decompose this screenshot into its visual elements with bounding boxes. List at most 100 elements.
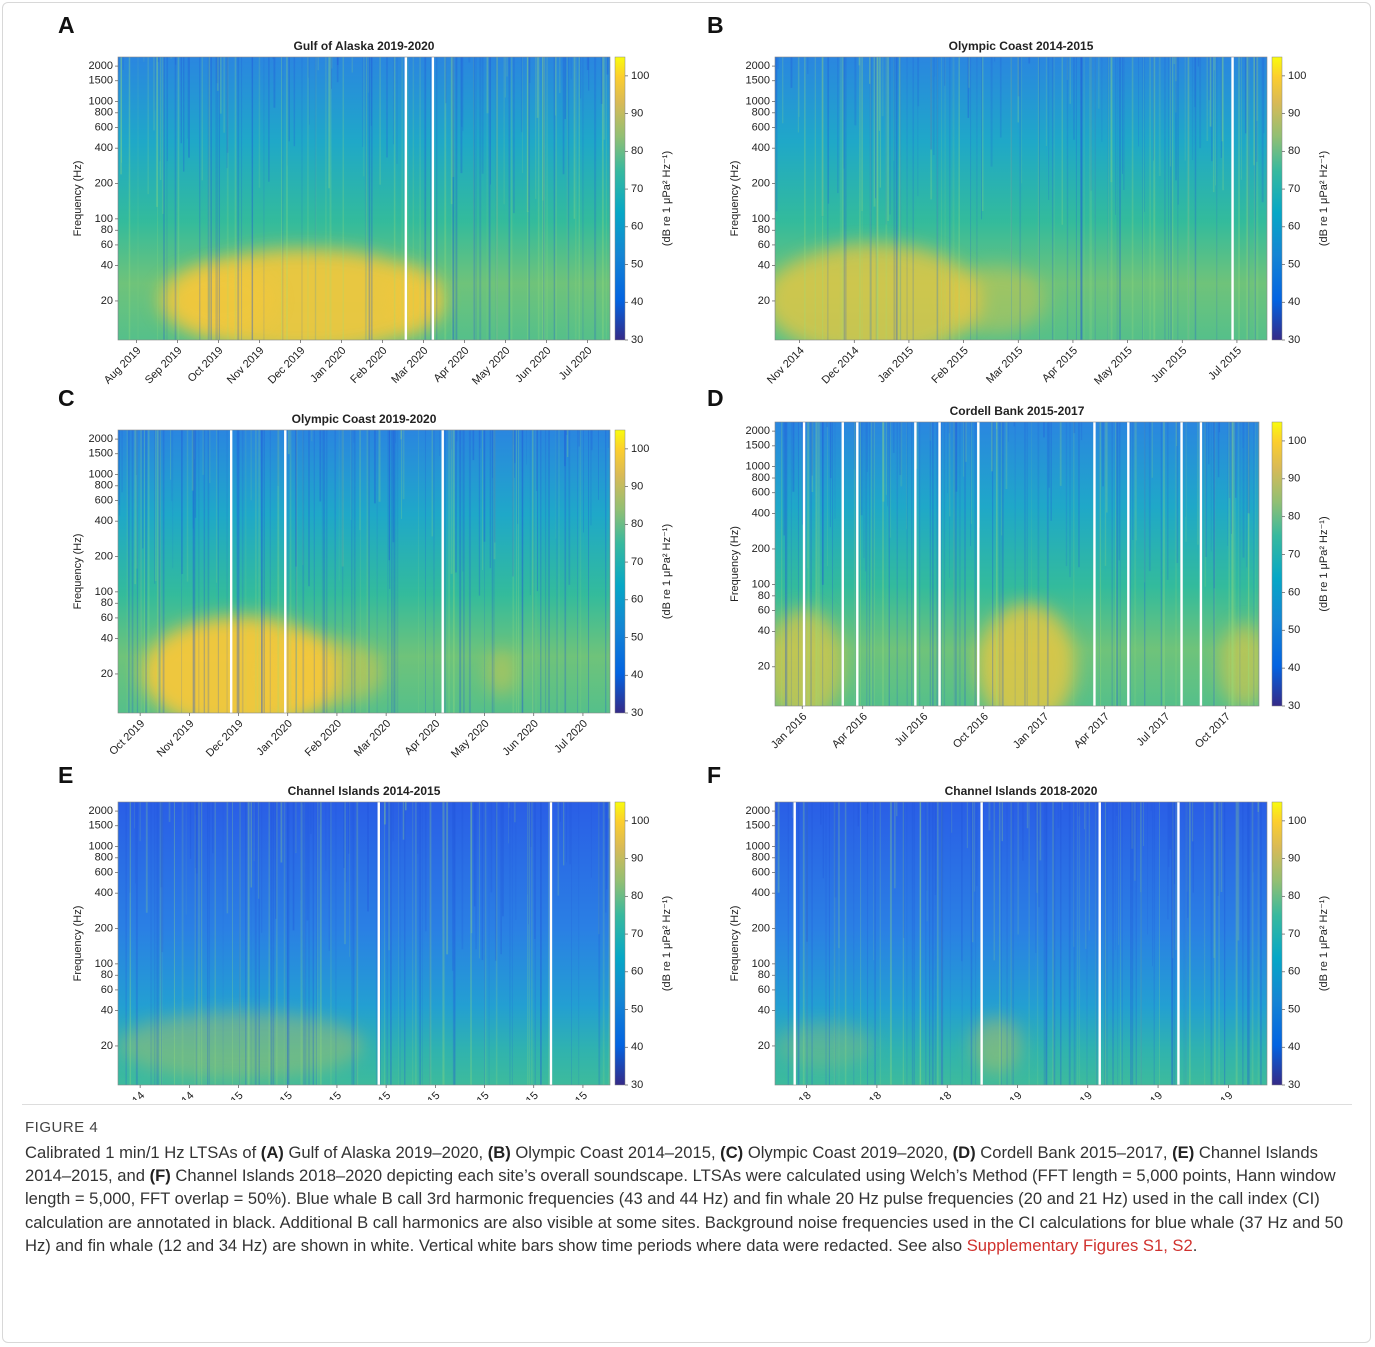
- colorbar-tick-label: 80: [631, 145, 643, 157]
- x-tick-label: May 2015: [400, 1090, 443, 1100]
- y-tick-label: 20: [101, 668, 113, 680]
- y-tick-label: 80: [101, 969, 113, 981]
- panel-letter: C: [58, 385, 75, 411]
- panel: B Olympic Coast 2014-2015 Frequency (Hz) 20…: [707, 12, 1330, 387]
- figure-caption: Calibrated 1 min/1 Hz LTSAs of (A) Gulf …: [25, 1141, 1350, 1257]
- plot-frame: [774, 801, 1268, 1086]
- colorbar-tick-label: 50: [1288, 624, 1300, 636]
- x-tick-label: Mar 2015: [984, 345, 1025, 386]
- y-tick-label: 400: [752, 142, 770, 154]
- plot-frame: [117, 801, 611, 1086]
- y-tick-label: 20: [101, 295, 113, 307]
- y-tick-label: 60: [101, 612, 113, 624]
- y-tick-label: 2000: [746, 425, 770, 437]
- redaction-bar: [1177, 802, 1180, 1085]
- panel: F Channel Islands 2018-2020 Frequency (Hz)…: [707, 762, 1330, 1100]
- plot-frame: [774, 421, 1260, 707]
- redaction-bar: [856, 422, 859, 706]
- chart-title: Gulf of Alaska 2019-2020: [294, 39, 435, 53]
- panel-letter: A: [58, 12, 75, 38]
- colorbar-tick-label: 30: [631, 1079, 643, 1091]
- colorbar-tick-label: 100: [1288, 70, 1306, 82]
- colorbar-tick-label: 30: [1288, 700, 1300, 712]
- x-tick-label: Apr 2015: [353, 1090, 393, 1100]
- x-tick-label: Oct 2019: [107, 718, 147, 758]
- x-tick-label: Apr 2019: [1055, 1090, 1095, 1100]
- redaction-bar: [404, 57, 408, 340]
- figure-label: FIGURE 4: [25, 1119, 99, 1136]
- spectrogram: [118, 430, 610, 713]
- energy-band: [1220, 623, 1259, 706]
- y-tick-label: 400: [95, 887, 113, 899]
- plot-frame: [117, 56, 611, 341]
- colorbar-label: (dB re 1 μPa² Hz⁻¹): [661, 896, 673, 991]
- y-tick-label: 200: [95, 177, 113, 189]
- colorbar-tick-label: 100: [1288, 435, 1306, 447]
- y-tick-label: 1000: [89, 468, 113, 480]
- spectrogram: [118, 57, 610, 340]
- x-tick-label: Nov 2014: [106, 1090, 148, 1100]
- redaction-bar: [284, 430, 287, 713]
- y-tick-label: 100: [752, 958, 770, 970]
- y-axis-label: Frequency (Hz): [729, 526, 741, 602]
- y-tick-label: 60: [101, 239, 113, 251]
- y-tick-label: 800: [95, 852, 113, 864]
- y-tick-label: 600: [95, 494, 113, 506]
- x-tick-label: Jul 2018: [846, 1090, 884, 1100]
- colorbar-tick-label: 70: [631, 556, 643, 568]
- colorbar-tick-label: 70: [1288, 183, 1300, 195]
- colorbar: [614, 429, 626, 714]
- chart-title: Olympic Coast 2019-2020: [292, 412, 437, 426]
- x-tick-label: Nov 2019: [225, 345, 267, 387]
- colorbar-tick-label: 70: [1288, 548, 1300, 560]
- x-tick-label: Dec 2014: [820, 345, 862, 387]
- colorbar-tick-label: 80: [631, 890, 643, 902]
- y-tick-label: 2000: [89, 60, 113, 72]
- colorbar: [1271, 56, 1283, 341]
- colorbar-tick-label: 40: [1288, 296, 1300, 308]
- x-tick-label: Jan 2017: [1011, 711, 1051, 751]
- energy-band: [978, 603, 1076, 706]
- caption-text: Cordell Bank 2015–2017,: [975, 1143, 1173, 1162]
- y-tick-label: 20: [758, 295, 770, 307]
- y-tick-label: 1500: [89, 448, 113, 460]
- spectrogram: [775, 802, 1267, 1085]
- energy-band: [487, 650, 517, 697]
- redaction-bar: [1093, 422, 1096, 706]
- y-axis-label: Frequency (Hz): [729, 161, 741, 237]
- panel: D Cordell Bank 2015-2017 Frequency (Hz) 20 4…: [707, 385, 1330, 751]
- colorbar-tick-label: 70: [631, 928, 643, 940]
- x-tick-label: Aug 2015: [548, 1090, 590, 1100]
- y-tick-label: 1000: [746, 95, 770, 107]
- redaction-bar: [1199, 422, 1203, 706]
- caption-link[interactable]: Supplementary Figures S1, S2: [966, 1235, 1193, 1255]
- colorbar-tick-label: 100: [631, 815, 649, 827]
- y-tick-label: 400: [752, 507, 770, 519]
- colorbar-tick-label: 80: [1288, 511, 1300, 523]
- chart-title: Channel Islands 2018-2020: [945, 784, 1098, 798]
- y-tick-label: 1000: [89, 95, 113, 107]
- x-tick-label: Aug 2019: [102, 345, 144, 387]
- colorbar-tick-label: 30: [1288, 1079, 1300, 1091]
- panel-letter: F: [707, 762, 721, 788]
- caption-text: (A): [260, 1143, 284, 1162]
- redaction-bar: [977, 422, 980, 706]
- y-tick-label: 1500: [746, 820, 770, 832]
- redaction-bar: [377, 802, 380, 1085]
- energy-band: [775, 1022, 874, 1069]
- y-tick-label: 40: [758, 625, 770, 637]
- y-tick-label: 400: [95, 515, 113, 527]
- y-tick-label: 60: [758, 604, 770, 616]
- colorbar-tick-label: 30: [1288, 334, 1300, 346]
- energy-band: [383, 266, 443, 335]
- y-axis-label: Frequency (Hz): [729, 906, 741, 982]
- y-tick-label: 100: [95, 586, 113, 598]
- y-tick-label: 800: [752, 852, 770, 864]
- x-tick-label: May 2020: [470, 345, 513, 388]
- colorbar-label: (dB re 1 μPa² Hz⁻¹): [661, 524, 673, 619]
- y-tick-label: 200: [752, 922, 770, 934]
- y-tick-label: 80: [101, 597, 113, 609]
- x-tick-label: Jan 2020: [254, 718, 294, 758]
